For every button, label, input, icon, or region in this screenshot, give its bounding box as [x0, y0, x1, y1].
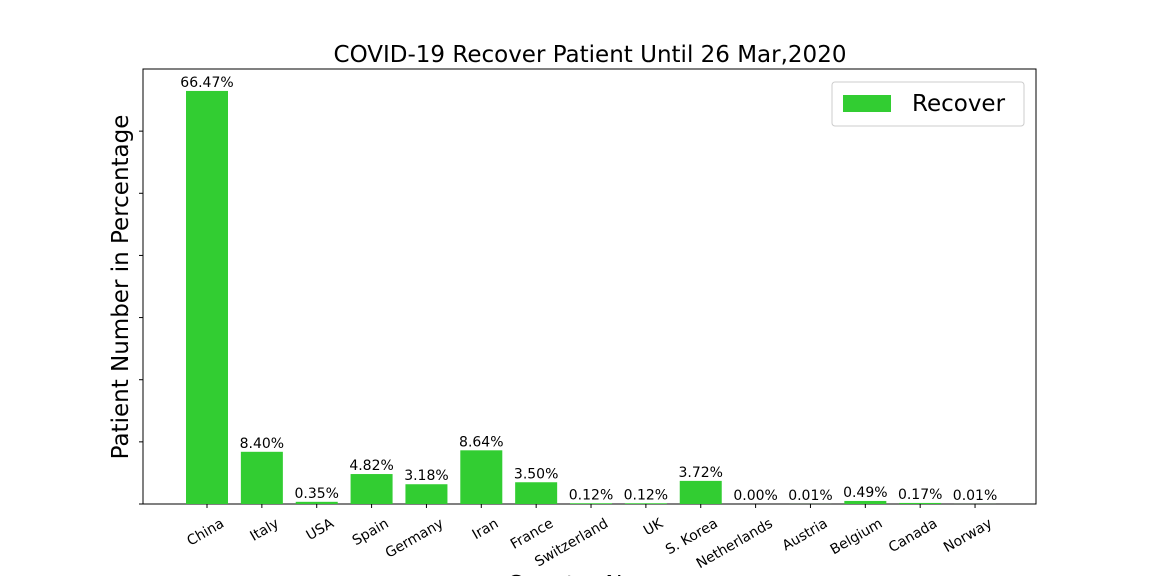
x-tick-label: Norway — [941, 516, 995, 556]
data-label: 3.72% — [678, 465, 722, 481]
data-label: 66.47% — [180, 75, 233, 91]
bar — [405, 484, 448, 504]
data-label: 4.82% — [349, 458, 393, 474]
data-label: 0.01% — [953, 488, 997, 504]
x-tick-label: Austria — [780, 516, 831, 555]
bar — [240, 451, 283, 504]
x-axis-label: Country Name — [507, 572, 674, 576]
data-label: 0.00% — [733, 488, 777, 504]
bar — [350, 474, 393, 504]
data-label: 3.50% — [514, 466, 558, 482]
y-axis-label: Patient Number in Percentage — [108, 115, 134, 460]
x-tick-label: Canada — [886, 516, 940, 556]
bar — [186, 90, 228, 504]
x-tick-label: Germany — [383, 516, 447, 562]
data-label: 8.40% — [240, 436, 284, 452]
x-tick-label: Italy — [248, 516, 282, 545]
bar — [570, 503, 613, 504]
bar — [295, 501, 338, 504]
data-label: 8.64% — [459, 434, 503, 450]
bar — [460, 450, 503, 504]
bar — [679, 480, 722, 504]
chart-title: COVID-19 Recover Patient Until 26 Mar,20… — [334, 42, 847, 68]
legend-swatch — [843, 95, 891, 112]
bar — [515, 482, 558, 504]
data-label: 0.12% — [569, 487, 613, 503]
data-label: 0.17% — [898, 487, 942, 503]
x-tick-label: Belgium — [828, 516, 886, 559]
x-tick-label: China — [184, 516, 227, 550]
bar — [624, 503, 667, 504]
x-tick-label: Iran — [470, 516, 502, 544]
x-tick-label: USA — [304, 515, 337, 544]
x-tick-label: Spain — [350, 516, 392, 549]
bar — [899, 502, 942, 504]
legend-box — [831, 81, 1025, 127]
bar — [844, 500, 887, 504]
data-label: 0.01% — [788, 488, 832, 504]
data-label: 3.18% — [404, 468, 448, 484]
legend-label: Recover — [912, 91, 1006, 117]
data-label: 0.49% — [843, 485, 887, 501]
data-label: 0.12% — [624, 487, 668, 503]
data-label: 0.35% — [294, 486, 338, 502]
legend: Recover — [831, 81, 1025, 127]
x-tick-label: UK — [641, 515, 667, 539]
